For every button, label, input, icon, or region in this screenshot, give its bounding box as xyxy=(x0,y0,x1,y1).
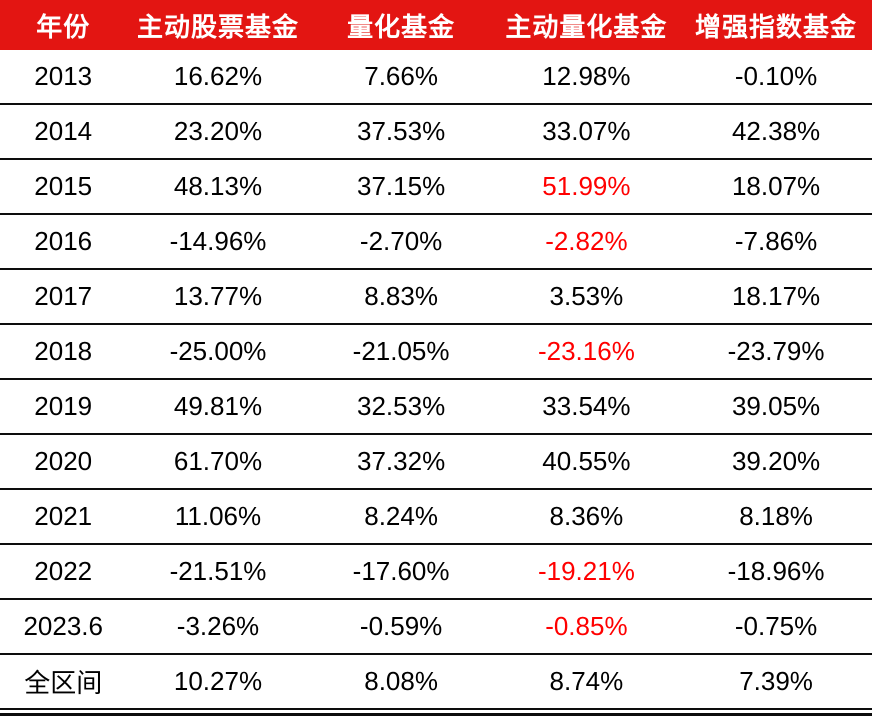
table-row: 2019 49.81% 32.53% 33.54% 39.05% xyxy=(0,378,872,434)
value-cell: 33.54% xyxy=(492,378,681,434)
year-cell: 2015 xyxy=(0,158,127,214)
col-header-quant-funds: 量化基金 xyxy=(309,0,493,50)
year-cell: 2013 xyxy=(34,61,93,91)
value-cell: 23.20% xyxy=(126,103,310,159)
value-cell: 39.20% xyxy=(680,433,872,489)
value-cell: 12.98% xyxy=(542,61,631,91)
value-cell: 40.55% xyxy=(492,433,681,489)
value-cell: 8.83% xyxy=(309,268,493,324)
year-cell: 2023.6 xyxy=(0,598,127,654)
year-cell: 2018 xyxy=(0,323,127,379)
value-cell: 3.53% xyxy=(492,268,681,324)
value-cell: 37.15% xyxy=(309,158,493,214)
value-cell: -0.75% xyxy=(680,598,872,654)
table-row: 2023.6 -3.26% -0.59% -0.85% -0.75% xyxy=(0,598,872,654)
table-row: 2017 13.77% 8.83% 3.53% 18.17% xyxy=(0,268,872,324)
value-cell: 10.27% xyxy=(126,653,310,710)
table-row: 2014 23.20% 37.53% 33.07% 42.38% xyxy=(0,103,872,159)
year-cell: 全区间 xyxy=(0,653,127,710)
value-cell: 61.70% xyxy=(126,433,310,489)
table-row: 2013 16.62% 7.66% 12.98% -0.10% xyxy=(0,50,872,104)
value-cell: -23.79% xyxy=(680,323,872,379)
value-cell-highlighted: -0.85% xyxy=(492,598,681,654)
value-cell: -21.05% xyxy=(309,323,493,379)
year-cell: 2014 xyxy=(0,103,127,159)
value-cell: -0.59% xyxy=(309,598,493,654)
value-cell: 13.77% xyxy=(126,268,310,324)
value-cell: 7.39% xyxy=(680,653,872,710)
value-cell-highlighted: -2.82% xyxy=(492,213,681,269)
col-header-active-equity-funds: 主动股票基金 xyxy=(126,0,310,50)
table-row: 2016 -14.96% -2.70% -2.82% -7.86% xyxy=(0,213,872,269)
year-cell: 2022 xyxy=(0,543,127,599)
value-cell: 39.05% xyxy=(680,378,872,434)
col-header-year: 年份 xyxy=(0,0,127,50)
value-cell: 49.81% xyxy=(126,378,310,434)
table-body: 2013 16.62% 7.66% 12.98% -0.10% 2014 23.… xyxy=(0,50,872,710)
value-cell: 8.08% xyxy=(309,653,493,710)
table-row: 2022 -21.51% -17.60% -19.21% -18.96% xyxy=(0,543,872,599)
value-cell: -21.51% xyxy=(126,543,310,599)
value-cell: 7.66% xyxy=(364,61,438,91)
table-row-total: 全区间 10.27% 8.08% 8.74% 7.39% xyxy=(0,653,872,710)
value-cell: -3.26% xyxy=(126,598,310,654)
value-cell-highlighted: -19.21% xyxy=(492,543,681,599)
year-cell: 2021 xyxy=(0,488,127,544)
value-cell: 37.53% xyxy=(309,103,493,159)
value-cell: 8.74% xyxy=(492,653,681,710)
value-cell: -18.96% xyxy=(680,543,872,599)
table-header: 年份 主动股票基金 量化基金 主动量化基金 增强指数基金 xyxy=(0,0,872,50)
header-row: 年份 主动股票基金 量化基金 主动量化基金 增强指数基金 xyxy=(0,0,872,50)
bottom-rule-gap xyxy=(0,710,872,713)
value-cell-highlighted: -23.16% xyxy=(492,323,681,379)
value-cell: 32.53% xyxy=(309,378,493,434)
value-cell: 11.06% xyxy=(126,488,310,544)
value-cell: 8.36% xyxy=(492,488,681,544)
value-cell: -14.96% xyxy=(126,213,310,269)
value-cell: 18.17% xyxy=(680,268,872,324)
table-row: 2020 61.70% 37.32% 40.55% 39.20% xyxy=(0,433,872,489)
value-cell: -17.60% xyxy=(309,543,493,599)
value-cell: 16.62% xyxy=(173,61,263,91)
value-cell: 48.13% xyxy=(126,158,310,214)
table-bottom-rule xyxy=(0,713,872,716)
value-cell: 8.24% xyxy=(309,488,493,544)
value-cell: -0.10% xyxy=(734,61,818,91)
value-cell: -7.86% xyxy=(680,213,872,269)
value-cell: 37.32% xyxy=(309,433,493,489)
table-row: 2015 48.13% 37.15% 51.99% 18.07% xyxy=(0,158,872,214)
value-cell: -25.00% xyxy=(126,323,310,379)
col-header-enhanced-index-funds: 增强指数基金 xyxy=(680,0,872,50)
table-row: 2021 11.06% 8.24% 8.36% 8.18% xyxy=(0,488,872,544)
value-cell: -2.70% xyxy=(309,213,493,269)
year-cell: 2016 xyxy=(0,213,127,269)
year-cell: 2020 xyxy=(0,433,127,489)
value-cell: 18.07% xyxy=(680,158,872,214)
col-header-active-quant-funds: 主动量化基金 xyxy=(492,0,681,50)
year-cell: 2019 xyxy=(0,378,127,434)
value-cell: 33.07% xyxy=(492,103,681,159)
table-row: 2018 -25.00% -21.05% -23.16% -23.79% xyxy=(0,323,872,379)
year-cell: 2017 xyxy=(0,268,127,324)
value-cell-highlighted: 51.99% xyxy=(492,158,681,214)
value-cell: 42.38% xyxy=(680,103,872,159)
value-cell: 8.18% xyxy=(680,488,872,544)
